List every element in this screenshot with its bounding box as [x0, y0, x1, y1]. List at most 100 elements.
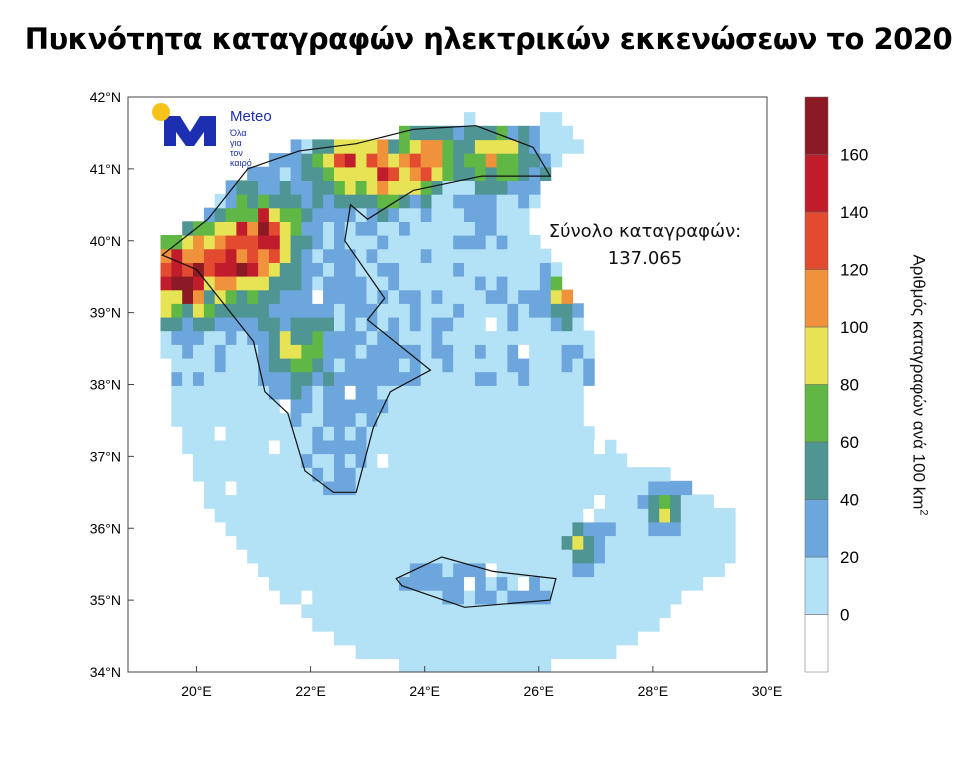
- heatmap-cell: [496, 344, 508, 359]
- heatmap-cell: [648, 576, 660, 591]
- heatmap-cell: [442, 194, 454, 209]
- heatmap-cell: [334, 357, 346, 373]
- heatmap-cell: [258, 344, 270, 359]
- heatmap-cell: [464, 412, 476, 427]
- heatmap-cell: [583, 344, 595, 359]
- heatmap-cell: [507, 316, 519, 332]
- heatmap-cell: [279, 453, 292, 468]
- heatmap-cell: [474, 631, 487, 646]
- heatmap-cell: [420, 426, 433, 441]
- heatmap-cell: [442, 125, 454, 141]
- heatmap-cell: [344, 398, 357, 414]
- heatmap-cell: [388, 453, 400, 468]
- heatmap-cell: [344, 248, 357, 263]
- heatmap-cell: [388, 371, 400, 386]
- heatmap-cell: [420, 248, 433, 263]
- heatmap-cell: [160, 330, 172, 345]
- heatmap-cell: [550, 153, 563, 168]
- heatmap-cell: [268, 248, 281, 263]
- heatmap-cell: [496, 316, 508, 332]
- heatmap-cell: [355, 357, 367, 373]
- heatmap-cell: [366, 262, 378, 277]
- heatmap-cell: [485, 371, 498, 386]
- heatmap-cell: [334, 631, 346, 646]
- heatmap-cell: [312, 617, 324, 632]
- heatmap-cell: [355, 139, 367, 154]
- heatmap-cell: [670, 535, 682, 550]
- heatmap-cell: [648, 549, 660, 564]
- heatmap-cell: [323, 289, 335, 304]
- heatmap-cell: [290, 207, 302, 222]
- heatmap-cell: [485, 644, 498, 659]
- heatmap-cell: [474, 439, 487, 455]
- heatmap-cell: [355, 617, 367, 632]
- heatmap-cell: [399, 303, 411, 318]
- heatmap-cell: [290, 398, 302, 414]
- heatmap-cell: [247, 453, 259, 468]
- heatmap-cell: [474, 467, 487, 482]
- heatmap-cell: [539, 153, 552, 168]
- heatmap-cell: [323, 153, 335, 168]
- heatmap-cell: [355, 576, 367, 591]
- heatmap-cell: [160, 248, 172, 263]
- heatmap-cell: [323, 357, 335, 373]
- heatmap-cell: [323, 344, 335, 359]
- heatmap-cell: [442, 494, 454, 509]
- heatmap-cell: [648, 508, 660, 523]
- heatmap-cell: [615, 508, 628, 523]
- heatmap-cell: [572, 385, 584, 400]
- heatmap-cell: [539, 357, 552, 373]
- heatmap-cell: [670, 549, 682, 564]
- heatmap-cell: [366, 194, 378, 209]
- heatmap-cell: [474, 508, 487, 523]
- heatmap-cell: [258, 248, 270, 263]
- heatmap-cell: [388, 494, 400, 509]
- heatmap-cell: [496, 439, 508, 455]
- heatmap-cell: [366, 590, 378, 605]
- heatmap-cell: [431, 535, 443, 550]
- heatmap-cell: [464, 603, 476, 618]
- heatmap-cell: [453, 439, 465, 455]
- heatmap-cell: [399, 289, 411, 304]
- heatmap-cell: [214, 221, 227, 236]
- heatmap-cell: [268, 303, 281, 318]
- heatmap-cell: [225, 344, 237, 359]
- heatmap-cell: [442, 631, 454, 646]
- heatmap-cell: [214, 330, 227, 345]
- heatmap-cell: [464, 508, 476, 523]
- heatmap-cell: [334, 276, 346, 291]
- heatmap-cell: [442, 603, 454, 618]
- heatmap-cell: [409, 385, 422, 400]
- heatmap-cell: [561, 139, 573, 154]
- heatmap-cell: [507, 521, 519, 537]
- heatmap-cell: [583, 494, 595, 509]
- heatmap-cell: [268, 207, 281, 222]
- heatmap-cell: [323, 371, 335, 386]
- heatmap-cell: [225, 303, 237, 318]
- heatmap-cell: [409, 357, 422, 373]
- heatmap-cell: [214, 289, 227, 304]
- heatmap-cell: [420, 412, 433, 427]
- heatmap-cell: [290, 221, 302, 236]
- heatmap-cell: [323, 166, 335, 181]
- heatmap-cell: [247, 357, 259, 373]
- heatmap-cell: [334, 453, 346, 468]
- heatmap-cell: [203, 262, 216, 277]
- heatmap-cell: [268, 180, 281, 195]
- heatmap-cell: [290, 535, 302, 550]
- heatmap-cell: [399, 262, 411, 277]
- heatmap-cell: [496, 248, 508, 263]
- heatmap-cell: [420, 371, 433, 386]
- heatmap-cell: [594, 631, 606, 646]
- heatmap-cell: [561, 344, 573, 359]
- heatmap-cell: [355, 153, 367, 168]
- heatmap-cell: [160, 289, 172, 304]
- heatmap-cell: [561, 480, 573, 496]
- heatmap-cell: [496, 521, 508, 537]
- heatmap-cell: [518, 289, 530, 304]
- heatmap-cell: [474, 289, 487, 304]
- heatmap-cell: [334, 535, 346, 550]
- heatmap-cell: [247, 494, 259, 509]
- heatmap-cell: [193, 344, 205, 359]
- heatmap-cell: [583, 576, 595, 591]
